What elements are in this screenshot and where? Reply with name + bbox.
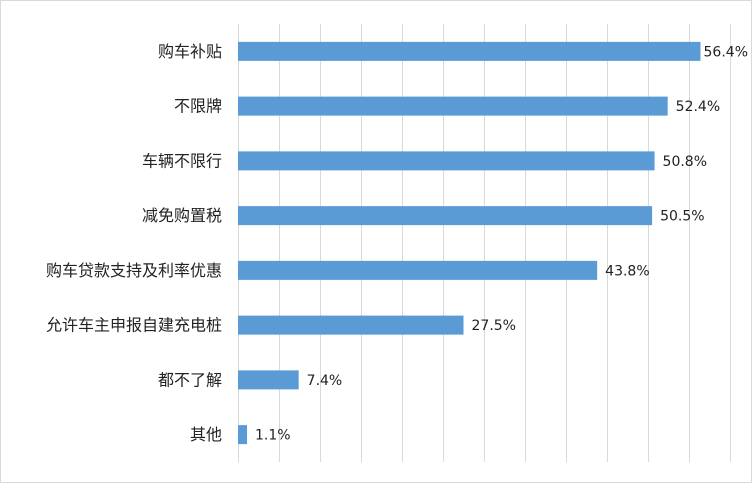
data-label: 56.4% <box>704 44 748 60</box>
category-label: 购车补贴 <box>158 42 222 61</box>
data-label: 27.5% <box>472 318 516 334</box>
data-label: 50.8% <box>663 154 707 170</box>
data-label: 50.5% <box>660 209 704 225</box>
category-label: 不限牌 <box>174 97 222 116</box>
bar <box>238 315 464 335</box>
data-label: 1.1% <box>255 428 291 444</box>
gridlines <box>238 24 731 462</box>
bar <box>238 260 598 280</box>
bar <box>238 151 655 171</box>
data-label: 52.4% <box>676 99 720 115</box>
bar <box>238 206 653 226</box>
category-label: 减免购置税 <box>142 206 222 225</box>
bar <box>238 425 248 445</box>
category-label: 都不了解 <box>158 370 222 389</box>
bar <box>238 96 668 116</box>
category-label: 其他 <box>190 425 222 444</box>
category-label: 车辆不限行 <box>142 151 222 170</box>
value-labels: 56.4% 52.4% 50.8% 50.5% 43.8% 27.5% 7.4% 1.1% <box>255 44 748 443</box>
category-labels: 购车补贴不限牌车辆不限行减免购置税购车贷款支持及利率优惠允许车主申报自建充电桩都… <box>46 42 222 444</box>
category-label: 购车贷款支持及利率优惠 <box>46 261 222 280</box>
bar <box>238 41 701 61</box>
bar <box>238 370 299 390</box>
category-label: 允许车主申报自建充电桩 <box>46 316 222 335</box>
data-label: 7.4% <box>307 373 343 389</box>
bars <box>238 41 701 445</box>
data-label: 43.8% <box>605 263 649 279</box>
